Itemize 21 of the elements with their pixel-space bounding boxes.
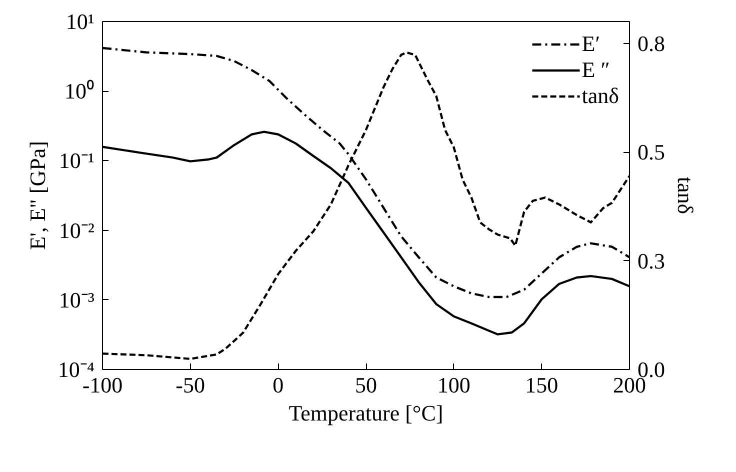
x-tick-label: 100: [437, 372, 470, 398]
legend-label: E′: [582, 31, 602, 57]
y2-tick-label: 0.5: [638, 140, 665, 165]
y-tick-label: 10⁰: [64, 78, 94, 104]
legend-label: tanδ: [582, 83, 619, 109]
legend-label: E ″: [582, 57, 610, 83]
x-tick-label: -100: [82, 372, 123, 398]
y2-axis-title: tanδ: [673, 176, 698, 214]
y-tick-label: 10⁻³: [58, 287, 95, 312]
x-tick-label: -50: [176, 372, 205, 398]
x-tick-label: 0: [272, 372, 284, 398]
x-tick-label: 50: [355, 372, 377, 398]
y2-tick-label: 0.8: [638, 31, 665, 56]
y-axis-title: E', E" [GPa]: [24, 141, 50, 250]
line-series: [102, 51, 630, 360]
x-tick-label: 150: [525, 372, 558, 398]
x-axis-title: Temperature [°C]: [288, 400, 444, 426]
y-tick-label: 10¹: [66, 9, 95, 34]
y-tick-label: 10⁻²: [58, 218, 95, 243]
y-tick-label: 10⁻¹: [58, 148, 95, 174]
y2-tick-label: 0.3: [638, 248, 665, 274]
